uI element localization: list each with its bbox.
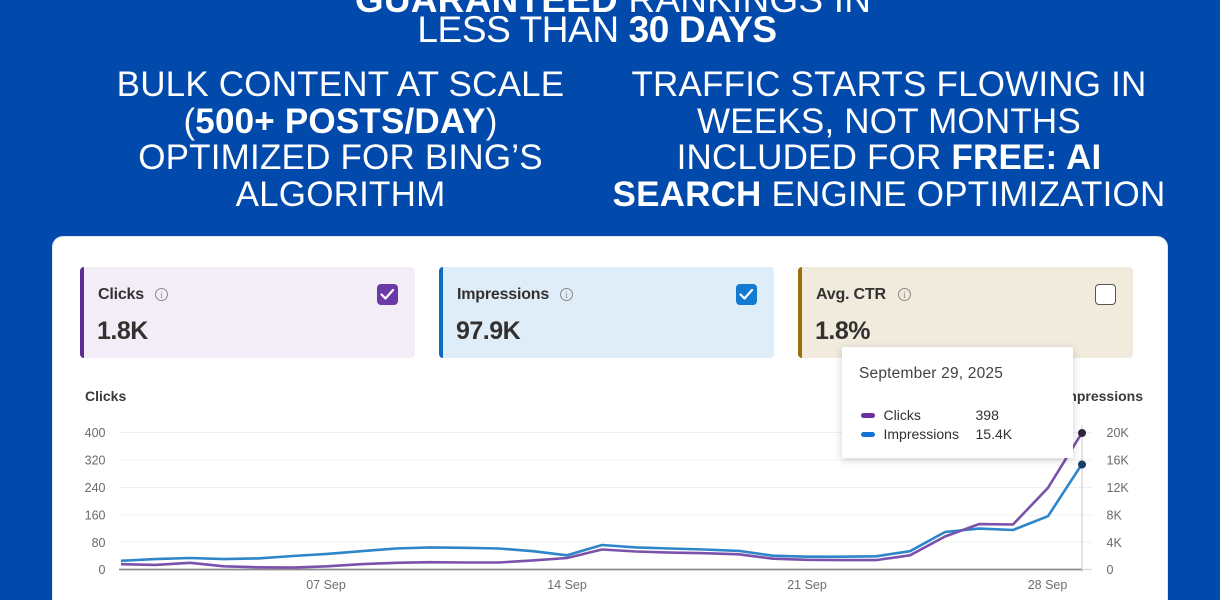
svg-text:14 Sep: 14 Sep bbox=[547, 578, 587, 592]
svg-text:Clicks: Clicks bbox=[85, 388, 126, 404]
svg-text:160: 160 bbox=[85, 509, 106, 523]
svg-text:8K: 8K bbox=[1107, 509, 1123, 523]
svg-text:07 Sep: 07 Sep bbox=[306, 578, 346, 592]
svg-text:Impressions: Impressions bbox=[1061, 388, 1144, 404]
svg-text:400: 400 bbox=[85, 426, 106, 440]
svg-text:0: 0 bbox=[99, 563, 106, 577]
svg-text:28 Sep: 28 Sep bbox=[1028, 578, 1068, 592]
svg-text:4K: 4K bbox=[1107, 536, 1123, 550]
svg-text:21 Sep: 21 Sep bbox=[787, 578, 827, 592]
svg-text:0: 0 bbox=[1107, 563, 1114, 577]
svg-text:16K: 16K bbox=[1107, 454, 1130, 468]
svg-text:80: 80 bbox=[92, 536, 106, 550]
svg-text:12K: 12K bbox=[1107, 481, 1130, 495]
svg-text:20K: 20K bbox=[1107, 426, 1130, 440]
svg-text:320: 320 bbox=[85, 454, 106, 468]
svg-text:240: 240 bbox=[85, 481, 106, 495]
